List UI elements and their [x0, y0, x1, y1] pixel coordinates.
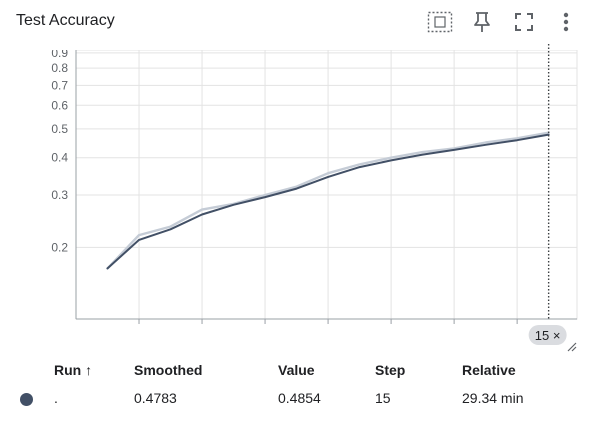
y-tick-label: 0.2: [51, 240, 68, 254]
x-tick-label: 8: [324, 329, 331, 344]
y-tick-label: 0.7: [51, 78, 68, 92]
plot-frame: [75, 50, 578, 320]
y-tick-label: 0.6: [51, 98, 68, 112]
smoothed-series-line: [106, 133, 550, 270]
y-tick-label: 0.3: [51, 188, 68, 202]
hover-cursor: 15 ×: [528, 44, 567, 345]
x-tick-label: 2: [135, 329, 142, 344]
fit-domain-icon[interactable]: [426, 8, 454, 36]
y-tick-label: 0.5: [51, 122, 68, 136]
x-tick-label: 4: [198, 329, 205, 344]
cell-run: .: [54, 390, 58, 406]
run-color-dot: [20, 393, 33, 406]
value-series-line: [106, 131, 550, 270]
y-tick-label: 0.8: [51, 61, 68, 75]
card-title: Test Accuracy: [16, 12, 115, 29]
grid: [75, 50, 578, 320]
header-smoothed[interactable]: Smoothed: [134, 362, 203, 378]
axes: 0.2 0.3 0.4 0.5 0.6 0.7 0.80.9 2 4 6 8 10 12 14: [51, 46, 577, 344]
cell-relative: 29.34 min: [462, 390, 524, 406]
pin-icon[interactable]: [468, 8, 496, 36]
line-chart[interactable]: 0.2 0.3 0.4 0.5 0.6 0.7 0.8 0.9 2 4 6 8 10 12 14 15 ×: [0, 44, 590, 354]
resize-handle-icon[interactable]: [567, 342, 577, 352]
hover-step-label: 15 ×: [535, 328, 561, 343]
fullscreen-icon[interactable]: [510, 8, 538, 36]
series: [106, 131, 550, 270]
header-value[interactable]: Value: [278, 362, 315, 378]
x-tick-label: 14: [510, 329, 524, 344]
header-run[interactable]: Run ↑: [54, 362, 93, 378]
y-tick-label: 0.9: [51, 46, 68, 60]
cell-step: 15: [375, 390, 391, 406]
x-tick-label: 10: [384, 329, 398, 344]
more-vert-icon[interactable]: [552, 8, 580, 36]
hover-step-chip: [528, 325, 567, 345]
x-tick-label: 6: [261, 329, 268, 344]
card-toolbar: [426, 8, 580, 36]
cell-value: 0.4854: [278, 390, 321, 406]
y-tick-label: 0.4: [51, 151, 68, 165]
x-tick-label: 12: [447, 329, 461, 344]
cell-smoothed: 0.4783: [134, 390, 177, 406]
header-relative[interactable]: Relative: [462, 362, 516, 378]
header-step[interactable]: Step: [375, 362, 406, 378]
